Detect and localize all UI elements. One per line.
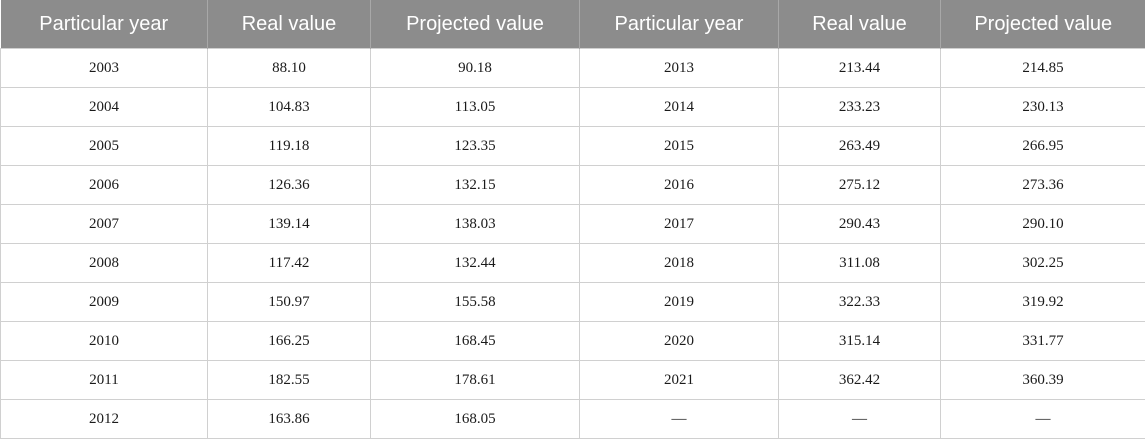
cell-projected-value-right: 214.85 [941, 49, 1145, 88]
cell-real-value-left: 88.10 [208, 49, 371, 88]
cell-real-value-right: 263.49 [779, 127, 941, 166]
cell-projected-value-left: 123.35 [371, 127, 580, 166]
cell-projected-value-right: 360.39 [941, 361, 1145, 400]
cell-particular-year-left: 2005 [1, 127, 208, 166]
cell-particular-year-right: 2014 [580, 88, 779, 127]
cell-real-value-left: 166.25 [208, 322, 371, 361]
cell-particular-year-right: 2020 [580, 322, 779, 361]
cell-particular-year-right: 2017 [580, 205, 779, 244]
cell-projected-value-right: 230.13 [941, 88, 1145, 127]
cell-particular-year-right: 2013 [580, 49, 779, 88]
cell-projected-value-left: 132.44 [371, 244, 580, 283]
cell-projected-value-left: 90.18 [371, 49, 580, 88]
cell-real-value-left: 182.55 [208, 361, 371, 400]
cell-real-value-right: 322.33 [779, 283, 941, 322]
cell-particular-year-right: 2021 [580, 361, 779, 400]
cell-projected-value-right: 266.95 [941, 127, 1145, 166]
cell-projected-value-left: 155.58 [371, 283, 580, 322]
cell-real-value-right: 275.12 [779, 166, 941, 205]
cell-particular-year-right: 2015 [580, 127, 779, 166]
cell-projected-value-left: 132.15 [371, 166, 580, 205]
cell-projected-value-right: 290.10 [941, 205, 1145, 244]
cell-projected-value-right: 319.92 [941, 283, 1145, 322]
header-projected-value-right: Projected value [941, 0, 1145, 49]
cell-real-value-left: 104.83 [208, 88, 371, 127]
header-particular-year-right: Particular year [580, 0, 779, 49]
cell-projected-value-left: 168.45 [371, 322, 580, 361]
cell-particular-year-left: 2008 [1, 244, 208, 283]
cell-particular-year-left: 2007 [1, 205, 208, 244]
header-real-value-right: Real value [779, 0, 941, 49]
cell-real-value-left: 150.97 [208, 283, 371, 322]
table-header: Particular year Real value Projected val… [1, 0, 1145, 49]
cell-particular-year-left: 2011 [1, 361, 208, 400]
cell-real-value-left: 126.36 [208, 166, 371, 205]
header-particular-year-left: Particular year [1, 0, 208, 49]
cell-real-value-left: 139.14 [208, 205, 371, 244]
header-projected-value-left: Projected value [371, 0, 580, 49]
cell-real-value-right: 290.43 [779, 205, 941, 244]
header-real-value-left: Real value [208, 0, 371, 49]
cell-projected-value-right: 302.25 [941, 244, 1145, 283]
cell-real-value-right: 233.23 [779, 88, 941, 127]
cell-particular-year-left: 2006 [1, 166, 208, 205]
cell-particular-year-right: 2016 [580, 166, 779, 205]
cell-particular-year-right: 2018 [580, 244, 779, 283]
cell-projected-value-left: 113.05 [371, 88, 580, 127]
cell-real-value-right: 362.42 [779, 361, 941, 400]
cell-projected-value-right: 331.77 [941, 322, 1145, 361]
cell-particular-year-left: 2004 [1, 88, 208, 127]
cell-particular-year-right: 2019 [580, 283, 779, 322]
cell-real-value-right: 213.44 [779, 49, 941, 88]
cell-projected-value-right: 273.36 [941, 166, 1145, 205]
cell-projected-value-left: 178.61 [371, 361, 580, 400]
cell-real-value-right: 311.08 [779, 244, 941, 283]
header-row: Particular year Real value Projected val… [1, 0, 1145, 49]
cell-projected-value-left: 138.03 [371, 205, 580, 244]
cell-real-value-left: 117.42 [208, 244, 371, 283]
cell-particular-year-left: 2010 [1, 322, 208, 361]
cell-particular-year-left: 2003 [1, 49, 208, 88]
cell-real-value-right: 315.14 [779, 322, 941, 361]
cell-real-value-left: 119.18 [208, 127, 371, 166]
cell-particular-year-left: 2009 [1, 283, 208, 322]
